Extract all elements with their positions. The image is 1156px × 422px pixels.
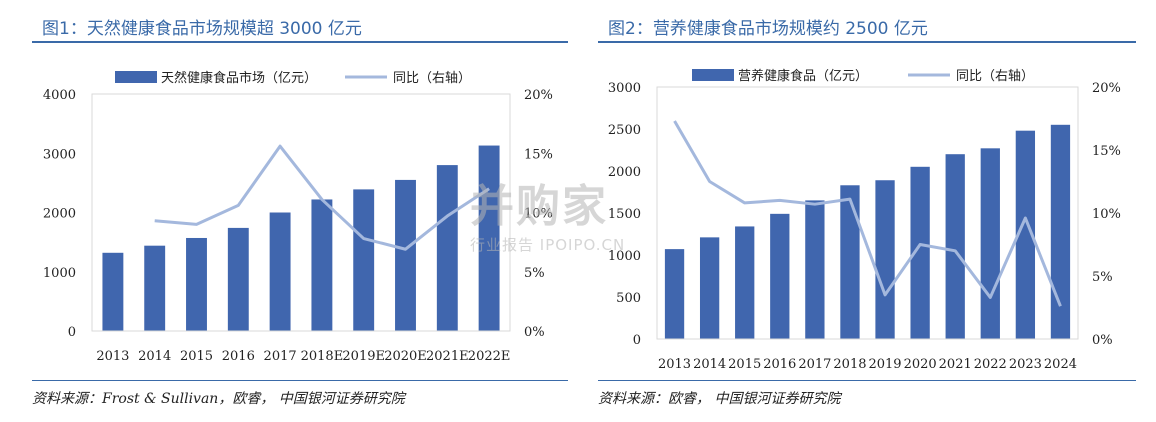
- x-tick-label: 2018: [833, 357, 866, 372]
- x-tick-label: 2022E: [468, 349, 511, 364]
- y-tick-label: 0: [68, 325, 76, 340]
- y2-tick-label: 0%: [1092, 333, 1113, 348]
- bar: [735, 226, 755, 339]
- bar: [395, 179, 416, 331]
- x-tick-label: 2023: [1009, 357, 1042, 372]
- bar: [875, 180, 895, 339]
- x-tick-label: 2018E: [301, 349, 344, 364]
- yoy-growth-line: [673, 120, 1062, 307]
- source-divider: [32, 380, 568, 381]
- y-tick-label: 0: [633, 333, 641, 348]
- x-tick-label: 2016: [222, 349, 255, 364]
- legend-bar-swatch: [692, 69, 734, 81]
- legend-bar-swatch: [115, 71, 157, 83]
- y-tick-label: 1500: [608, 207, 641, 222]
- source-note: 资料来源：欧睿， 中国银河证券研究院: [598, 391, 841, 407]
- bar: [227, 227, 249, 331]
- x-tick-label: 2020E: [384, 349, 427, 364]
- watermark: 并购家 行业报告 IPOIPO.CN: [470, 170, 625, 255]
- legend-bar-label: 天然健康食品市场（亿元）: [161, 70, 317, 86]
- y-tick-label: 2500: [608, 123, 641, 138]
- bar: [1015, 130, 1036, 339]
- source-note: 资料来源：Frost & Sullivan，欧睿， 中国银河证券研究院: [32, 391, 405, 407]
- bar: [945, 154, 965, 339]
- x-tick-label: 2016: [763, 357, 796, 372]
- chart-title: 图2：营养健康食品市场规模约 2500 亿元: [608, 19, 928, 39]
- bar: [353, 189, 375, 331]
- source-divider: [598, 380, 1136, 381]
- y2-tick-label: 5%: [1092, 270, 1113, 285]
- bar: [311, 199, 333, 331]
- y-tick-label: 500: [616, 291, 641, 306]
- x-tick-label: 2017: [264, 349, 297, 364]
- y2-tick-label: 10%: [524, 207, 553, 222]
- bar: [186, 237, 207, 331]
- x-tick-label: 2014: [693, 357, 726, 372]
- x-tick-label: 2013: [96, 349, 129, 364]
- x-tick-label: 2019: [868, 357, 901, 372]
- bar: [805, 200, 825, 339]
- x-tick-label: 2013: [658, 357, 691, 372]
- y-tick-label: 1000: [608, 249, 641, 264]
- chart-panel-1: 图1：天然健康食品市场规模超 3000 亿元 0 1000 2000 3000 4000…: [32, 19, 568, 407]
- watermark-sub: 行业报告 IPOIPO.CN: [470, 236, 626, 254]
- bar: [1050, 124, 1071, 339]
- y2-tick-label: 15%: [1092, 144, 1121, 159]
- bar: [269, 212, 291, 331]
- watermark-main: 并购家: [470, 181, 608, 232]
- bar: [699, 237, 720, 339]
- y-tick-label: 2000: [608, 165, 641, 180]
- y2-tick-label: 15%: [524, 147, 553, 162]
- bar: [664, 249, 685, 339]
- title-divider: [32, 41, 568, 43]
- x-tick-label: 2019E: [342, 349, 385, 364]
- chart-title: 图1：天然健康食品市场规模超 3000 亿元: [42, 19, 362, 39]
- title-divider: [598, 41, 1136, 43]
- y-tick-label: 3000: [608, 81, 641, 96]
- x-tick-label: 2024: [1044, 357, 1077, 372]
- y-tick-label: 1000: [43, 266, 76, 281]
- y-tick-label: 2000: [43, 207, 76, 222]
- x-tick-label: 2014: [138, 349, 171, 364]
- bar: [840, 185, 860, 339]
- bar: [770, 213, 790, 339]
- bar: [910, 166, 930, 339]
- x-tick-label: 2021: [939, 357, 972, 372]
- y-tick-label: 3000: [43, 147, 76, 162]
- x-tick-label: 2021E: [426, 349, 469, 364]
- bar: [980, 148, 1000, 339]
- y2-tick-label: 0%: [524, 325, 545, 340]
- plot-frame: [656, 86, 1079, 340]
- x-tick-label: 2015: [728, 357, 761, 372]
- chart-2-svg: 0 500 1000 1500 2000 2500 3000 0% 5% 10% 15% 20% 201…: [608, 68, 1121, 372]
- legend-line-label: 同比（右轴）: [956, 69, 1034, 84]
- x-tick-label: 2017: [798, 357, 831, 372]
- y2-tick-label: 20%: [524, 88, 553, 103]
- legend-bar-label: 营养健康食品（亿元）: [738, 68, 868, 84]
- chart-panel-2: 图2：营养健康食品市场规模约 2500 亿元 0 500 1000 1500 2000 2…: [590, 0, 1156, 422]
- chart-1-svg: 0 1000 2000 3000 4000 0% 5% 10% 15% 20% 2013 2014 20…: [43, 70, 553, 364]
- x-tick-label: 2020: [904, 357, 937, 372]
- bar: [102, 252, 124, 331]
- yoy-growth-line: [154, 144, 490, 251]
- bar: [436, 165, 458, 331]
- legend-line-label: 同比（右轴）: [393, 71, 471, 86]
- bar: [144, 245, 166, 331]
- y2-tick-label: 5%: [524, 266, 545, 281]
- y2-tick-label: 20%: [1092, 81, 1121, 96]
- x-tick-label: 2015: [180, 349, 213, 364]
- y-tick-label: 4000: [43, 88, 76, 103]
- y2-tick-label: 10%: [1092, 207, 1121, 222]
- x-tick-label: 2022: [974, 357, 1007, 372]
